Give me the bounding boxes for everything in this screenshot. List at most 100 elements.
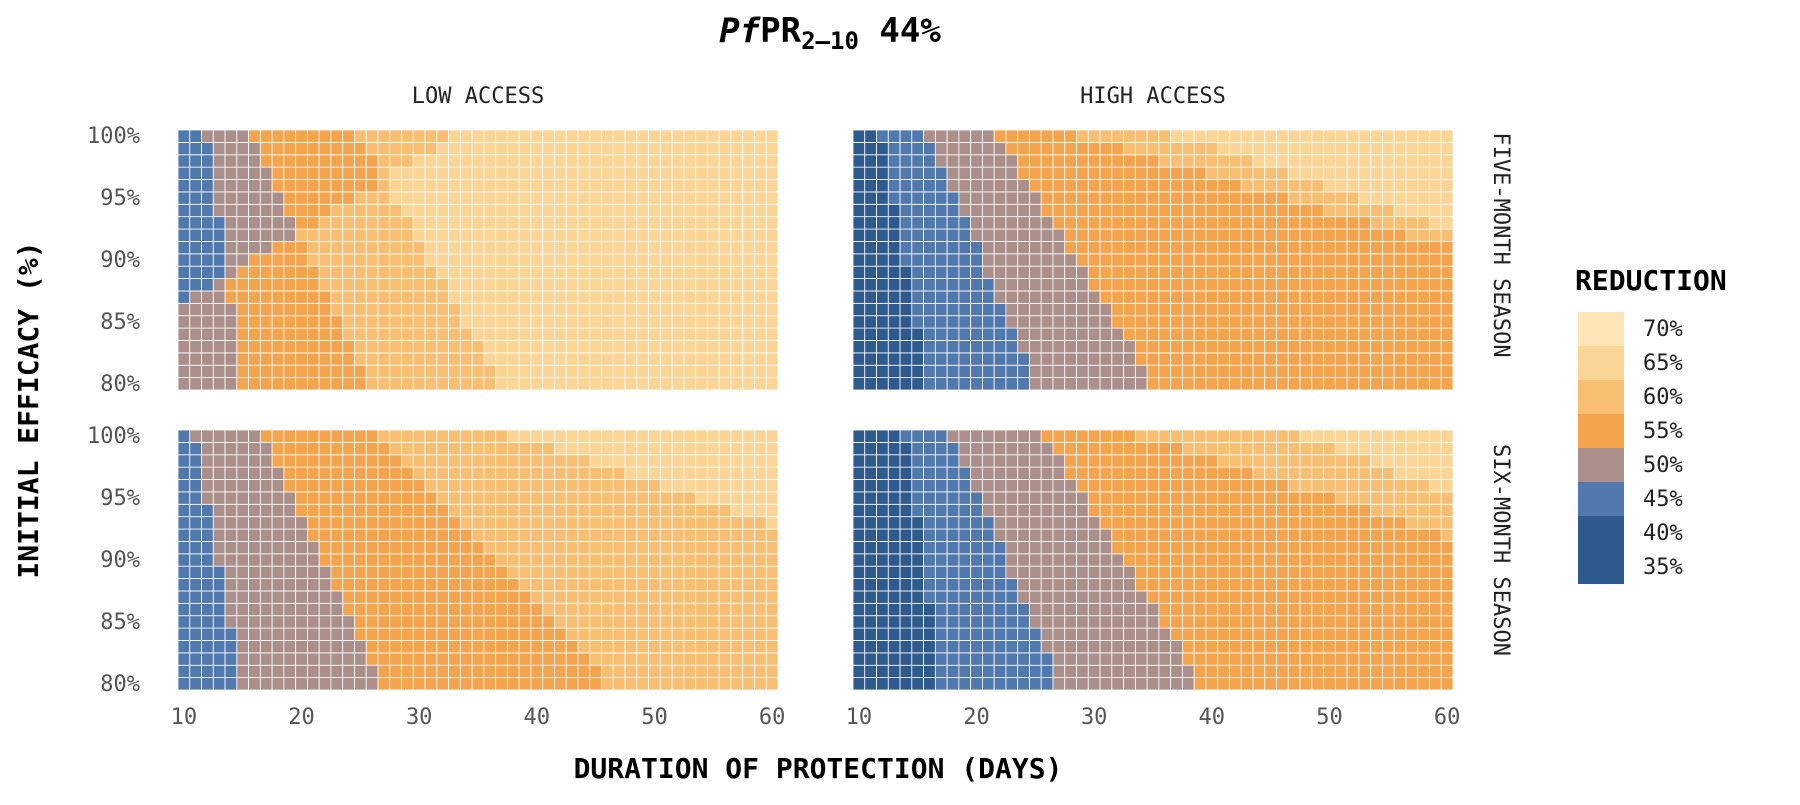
heatmap-cell — [1087, 516, 1101, 530]
heatmap-cell — [707, 352, 720, 366]
heatmap-cell — [412, 278, 426, 292]
heatmap-cell — [1429, 377, 1442, 391]
heatmap-cell — [993, 466, 1007, 480]
heatmap-cell — [601, 265, 614, 279]
heatmap-cell — [612, 315, 626, 329]
heatmap-cell — [1323, 265, 1336, 279]
heatmap-cell — [1264, 216, 1277, 230]
heatmap-cell — [1076, 441, 1089, 456]
heatmap-cell — [483, 491, 497, 505]
heatmap-cell — [659, 503, 673, 518]
heatmap-cell — [259, 491, 273, 505]
heatmap-cell — [671, 479, 685, 493]
heatmap-panel — [177, 129, 779, 391]
heatmap-cell — [934, 253, 948, 267]
heatmap-cell — [1252, 327, 1266, 341]
heatmap-cell — [271, 627, 285, 641]
heatmap-cell — [177, 528, 191, 542]
heatmap-cell — [754, 640, 767, 654]
heatmap-cell — [1440, 191, 1454, 205]
heatmap-cell — [554, 141, 567, 156]
heatmap-cell — [1193, 191, 1207, 205]
heatmap-cell — [636, 141, 649, 156]
heatmap-cell — [730, 278, 744, 292]
heatmap-cell — [589, 664, 602, 679]
heatmap-cell — [887, 429, 901, 443]
heatmap-cell — [1052, 154, 1066, 168]
heatmap-cell — [1111, 179, 1124, 193]
heatmap-cell — [1111, 253, 1124, 267]
heatmap-cell — [911, 479, 924, 493]
heatmap-cell — [295, 677, 308, 691]
heatmap-cell — [671, 129, 685, 143]
heatmap-cell — [1040, 491, 1054, 505]
heatmap-cell — [695, 578, 708, 592]
heatmap-cell — [1240, 203, 1254, 218]
heatmap-cell — [1287, 364, 1301, 379]
heatmap-cell — [577, 253, 591, 267]
heatmap-cell — [1429, 627, 1442, 641]
heatmap-cell — [887, 565, 901, 579]
heatmap-cell — [1276, 627, 1289, 641]
heatmap-cell — [1440, 216, 1454, 230]
heatmap-cell — [236, 315, 249, 329]
heatmap-cell — [1429, 364, 1442, 379]
heatmap-cell — [683, 441, 697, 456]
heatmap-cell — [342, 590, 355, 604]
heatmap-cell — [412, 364, 426, 379]
heatmap-cell — [283, 203, 297, 218]
heatmap-cell — [1146, 516, 1160, 530]
heatmap-cell — [1358, 216, 1372, 230]
heatmap-cell — [389, 479, 402, 493]
heatmap-cell — [377, 253, 391, 267]
heatmap-cell — [911, 327, 924, 341]
heatmap-cell — [1146, 191, 1160, 205]
heatmap-cell — [899, 491, 913, 505]
heatmap-cell — [201, 441, 214, 456]
heatmap-cell — [271, 154, 285, 168]
heatmap-cell — [1346, 352, 1360, 366]
heatmap-cell — [1287, 290, 1301, 304]
y-tick-label: 95% — [100, 486, 140, 511]
heatmap-cell — [283, 664, 297, 679]
heatmap-cell — [765, 191, 779, 205]
heatmap-cell — [1111, 265, 1124, 279]
heatmap-cell — [530, 228, 544, 242]
heatmap-cell — [318, 253, 332, 267]
heatmap-cell — [530, 541, 544, 555]
heatmap-cell — [982, 615, 995, 629]
heatmap-cell — [542, 377, 555, 391]
heatmap-cell — [307, 129, 320, 143]
heatmap-cell — [864, 290, 877, 304]
heatmap-cell — [248, 166, 261, 180]
heatmap-cell — [1040, 290, 1054, 304]
heatmap-cell — [507, 640, 520, 654]
heatmap-cell — [923, 290, 936, 304]
heatmap-cell — [707, 129, 720, 143]
heatmap-cell — [612, 590, 626, 604]
heatmap-cell — [636, 129, 649, 143]
heatmap-cell — [530, 441, 544, 456]
heatmap-cell — [1005, 129, 1019, 143]
heatmap-cell — [1311, 652, 1324, 666]
y-tick-label: 90% — [100, 248, 140, 273]
heatmap-cell — [1099, 364, 1113, 379]
heatmap-cell — [554, 553, 567, 567]
heatmap-cell — [1440, 627, 1454, 641]
heatmap-cell — [1240, 541, 1254, 555]
heatmap-cell — [365, 491, 379, 505]
heatmap-cell — [507, 553, 520, 567]
heatmap-cell — [530, 278, 544, 292]
heatmap-cell — [718, 315, 732, 329]
heatmap-cell — [401, 228, 414, 242]
heatmap-cell — [864, 241, 877, 255]
heatmap-cell — [1182, 565, 1195, 579]
heatmap-cell — [377, 179, 391, 193]
heatmap-cell — [412, 479, 426, 493]
heatmap-cell — [1240, 302, 1254, 317]
heatmap-cell — [1029, 454, 1042, 468]
heatmap-cell — [495, 327, 508, 341]
heatmap-cell — [1099, 253, 1113, 267]
heatmap-cell — [1123, 429, 1136, 443]
heatmap-cell — [1005, 466, 1019, 480]
